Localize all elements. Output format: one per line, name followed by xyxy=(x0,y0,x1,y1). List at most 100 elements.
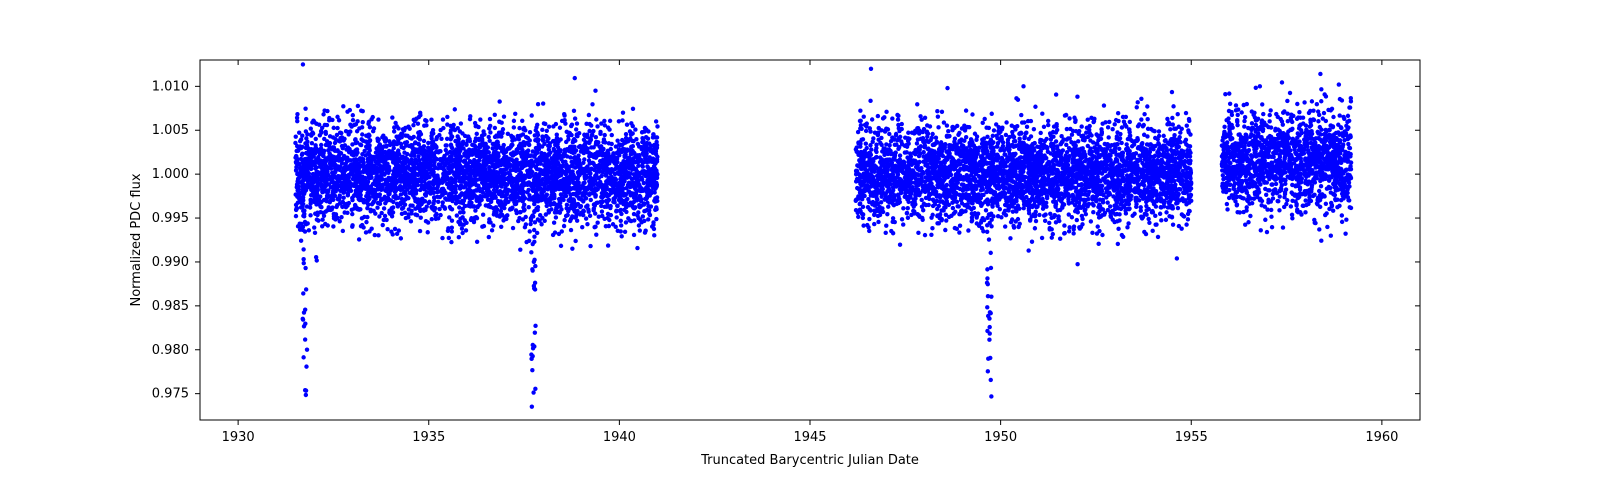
data-point xyxy=(475,205,479,209)
data-point xyxy=(485,171,489,175)
data-point xyxy=(341,196,345,200)
data-point xyxy=(1075,218,1079,222)
data-point xyxy=(441,117,445,121)
data-point xyxy=(323,123,327,127)
data-point xyxy=(332,126,336,130)
data-point xyxy=(475,132,479,136)
data-point xyxy=(591,208,595,212)
data-point xyxy=(479,150,483,154)
data-point xyxy=(562,112,566,116)
data-point xyxy=(614,215,618,219)
data-point xyxy=(384,144,388,148)
data-point xyxy=(595,140,599,144)
data-point xyxy=(474,124,478,128)
data-point xyxy=(583,176,587,180)
data-point xyxy=(542,186,546,190)
data-point xyxy=(326,177,330,181)
data-point xyxy=(336,197,340,201)
data-point xyxy=(375,159,379,163)
data-point xyxy=(455,213,459,217)
data-point xyxy=(570,246,574,250)
data-point xyxy=(464,168,468,172)
data-point xyxy=(320,190,324,194)
data-point xyxy=(415,181,419,185)
data-point xyxy=(512,197,516,201)
data-point xyxy=(495,161,499,165)
data-point xyxy=(578,190,582,194)
data-point xyxy=(499,168,503,172)
data-point xyxy=(429,180,433,184)
data-point xyxy=(536,102,540,106)
data-point xyxy=(626,216,630,220)
data-point xyxy=(558,126,562,130)
data-point xyxy=(594,201,598,205)
data-point xyxy=(599,183,603,187)
data-point xyxy=(375,205,379,209)
data-point xyxy=(359,137,363,141)
data-point xyxy=(295,116,299,120)
data-point xyxy=(562,194,566,198)
data-point xyxy=(349,158,353,162)
data-point xyxy=(410,189,414,193)
data-point xyxy=(305,165,309,169)
data-point xyxy=(404,143,408,147)
data-point xyxy=(314,200,318,204)
data-point xyxy=(486,193,490,197)
data-point xyxy=(867,229,871,233)
data-point xyxy=(587,113,591,117)
data-point xyxy=(552,147,556,151)
data-point xyxy=(574,127,578,131)
data-point xyxy=(499,134,503,138)
data-point xyxy=(431,128,435,132)
data-point xyxy=(479,170,483,174)
data-point xyxy=(540,216,544,220)
data-point xyxy=(360,125,364,129)
data-point xyxy=(338,219,342,223)
data-point xyxy=(430,217,434,221)
data-point xyxy=(625,123,629,127)
data-point xyxy=(377,137,381,141)
data-point xyxy=(563,152,567,156)
data-point xyxy=(378,202,382,206)
data-point xyxy=(383,214,387,218)
data-point xyxy=(331,135,335,139)
data-point xyxy=(419,215,423,219)
data-point xyxy=(643,170,647,174)
data-point xyxy=(633,180,637,184)
data-point xyxy=(502,114,506,118)
data-point xyxy=(366,171,370,175)
data-point xyxy=(654,207,658,211)
data-point xyxy=(487,135,491,139)
data-point xyxy=(568,179,572,183)
data-point xyxy=(915,102,919,106)
data-point xyxy=(624,210,628,214)
data-point xyxy=(573,215,577,219)
data-point xyxy=(312,180,316,184)
data-point xyxy=(448,192,452,196)
data-point xyxy=(529,158,533,162)
data-point xyxy=(597,163,601,167)
data-point xyxy=(572,145,576,149)
data-point xyxy=(327,116,331,120)
data-point xyxy=(573,239,577,243)
data-point xyxy=(512,119,516,123)
data-point xyxy=(632,233,636,237)
data-point xyxy=(345,109,349,113)
data-point xyxy=(554,215,558,219)
data-point xyxy=(540,177,544,181)
data-point xyxy=(573,76,577,80)
data-point xyxy=(334,213,338,217)
x-tick-label: 1955 xyxy=(1175,430,1208,445)
data-point xyxy=(531,183,535,187)
data-point xyxy=(619,208,623,212)
data-point xyxy=(523,128,527,132)
data-point xyxy=(608,188,612,192)
data-point xyxy=(341,104,345,108)
data-point xyxy=(321,112,325,116)
data-point xyxy=(332,186,336,190)
data-point xyxy=(384,188,388,192)
data-point xyxy=(451,178,455,182)
data-point xyxy=(303,106,307,110)
data-point xyxy=(474,188,478,192)
data-point xyxy=(595,221,599,225)
